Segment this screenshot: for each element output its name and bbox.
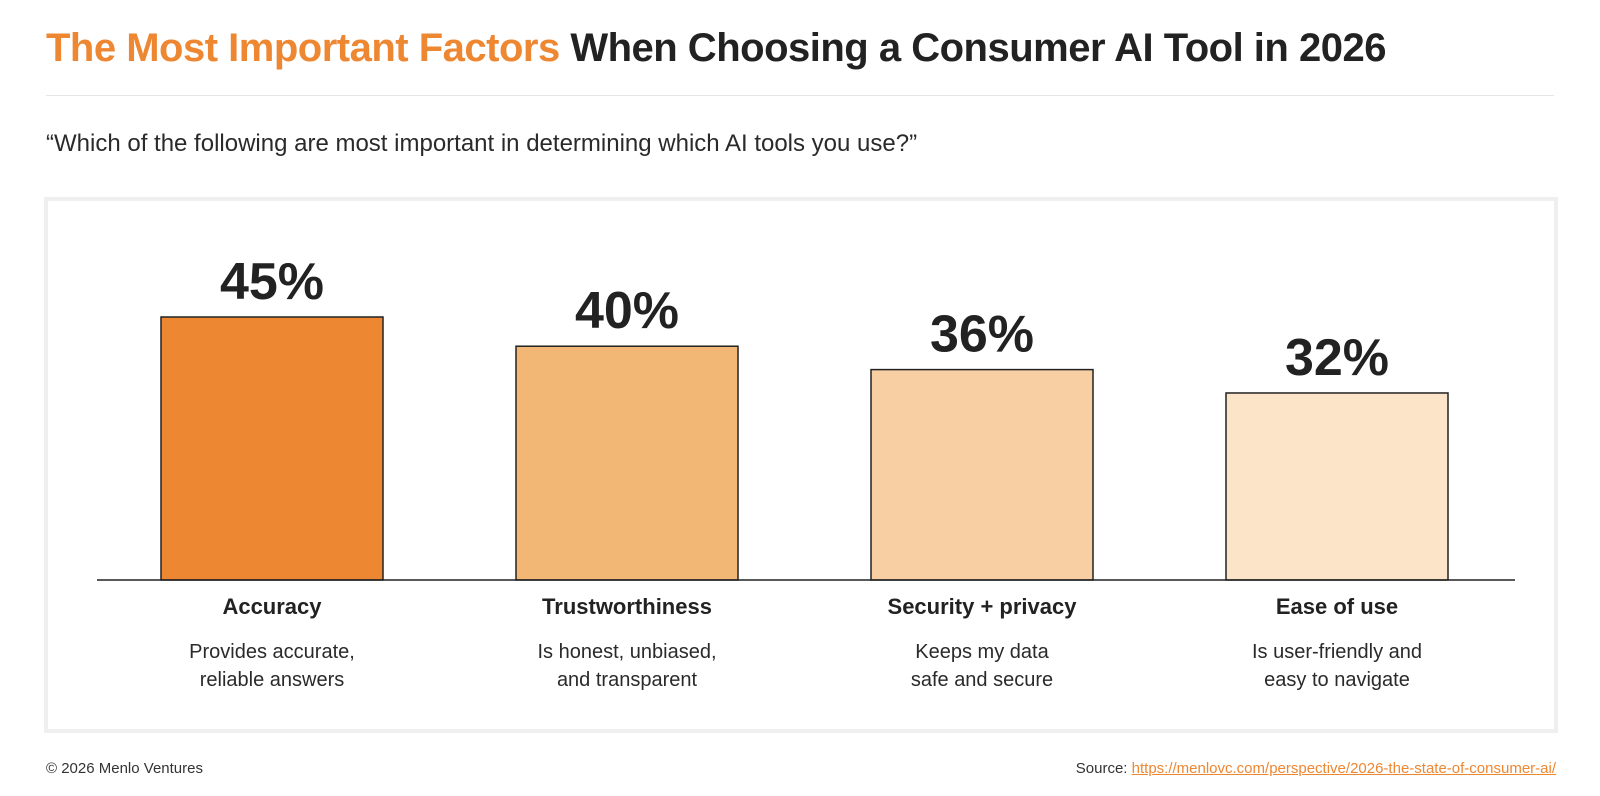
bar: [160, 316, 384, 581]
bar: [870, 368, 1094, 581]
data-label: 36%: [930, 306, 1034, 364]
source-link[interactable]: https://menlovc.com/perspective/2026-the…: [1131, 760, 1556, 777]
category-label: Ease of use: [1276, 594, 1398, 619]
data-label: 40%: [575, 282, 679, 340]
category-description: Provides accurate,: [189, 641, 355, 663]
category-description: Is user-friendly and: [1252, 641, 1422, 663]
title-divider: [46, 95, 1554, 96]
category-description: safe and secure: [911, 669, 1053, 691]
data-label: 45%: [220, 253, 324, 311]
bar: [515, 345, 739, 581]
category-description: Keeps my data: [915, 641, 1049, 663]
category-label: Trustworthiness: [542, 594, 712, 619]
category-label: Security + privacy: [888, 594, 1078, 619]
copyright-text: © 2026 Menlo Ventures: [46, 760, 203, 777]
title-highlight: The Most Important Factors: [46, 26, 560, 70]
source-line: Source: https://menlovc.com/perspective/…: [1076, 760, 1556, 777]
bar: [1225, 392, 1449, 581]
category-description: and transparent: [557, 669, 698, 691]
chart-title: The Most Important Factors When Choosing…: [46, 26, 1386, 71]
data-label: 32%: [1285, 329, 1389, 387]
category-description: reliable answers: [200, 669, 345, 691]
source-prefix: Source:: [1075, 760, 1128, 777]
category-description: easy to navigate: [1264, 669, 1410, 691]
category-description: Is honest, unbiased,: [537, 641, 716, 663]
title-rest: When Choosing a Consumer AI Tool in 2026: [570, 26, 1386, 70]
survey-question: “Which of the following are most importa…: [46, 130, 918, 157]
category-label: Accuracy: [222, 594, 322, 619]
chart-panel: [44, 197, 1558, 733]
